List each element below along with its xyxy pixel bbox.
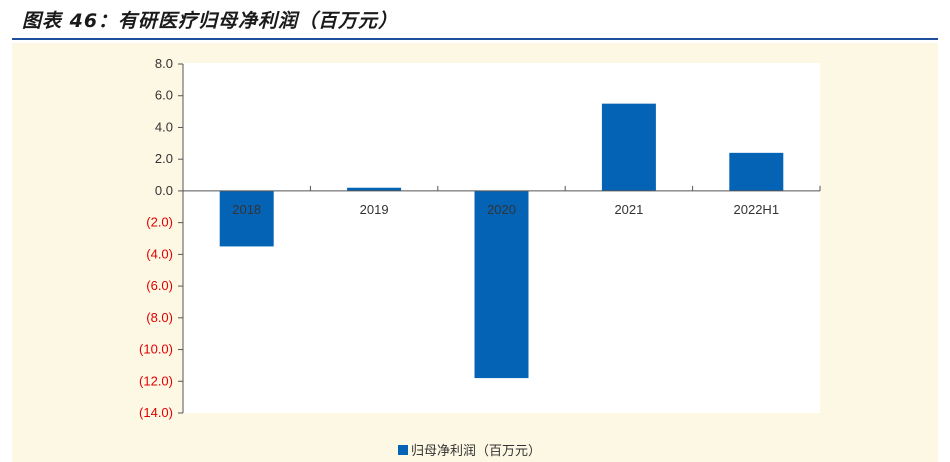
bars	[219, 103, 784, 379]
bar-2020	[474, 190, 529, 379]
y-tick-label: 0.0	[155, 183, 173, 198]
y-tick-label: (14.0)	[139, 405, 173, 420]
legend-swatch	[398, 445, 408, 455]
x-tick-label-2021: 2021	[614, 202, 643, 217]
x-axis	[182, 185, 821, 192]
x-tick-label-2022H1: 2022H1	[734, 202, 780, 217]
y-tick-label: 8.0	[155, 56, 173, 71]
legend: 归母净利润（百万元）	[398, 444, 541, 459]
y-tick-label: (2.0)	[146, 215, 173, 230]
y-tick-label: (12.0)	[139, 373, 173, 388]
y-tick-label: (4.0)	[146, 246, 173, 261]
y-axis: 8.0 6.0 4.0 2.0 0.0 (2.0) (4.0) (6.0) (8.0) (10.0…	[139, 56, 184, 420]
title-bar: 图表 46：有研医疗归母净利润（百万元）	[0, 0, 950, 40]
title-divider	[12, 38, 938, 40]
y-tick-label: (8.0)	[146, 310, 173, 325]
legend-label: 归母净利润（百万元）	[411, 444, 541, 459]
x-tick-label-2020: 2020	[487, 202, 516, 217]
bar-2022H1	[729, 152, 784, 191]
y-tick-label: 2.0	[155, 151, 173, 166]
x-tick-label-2019: 2019	[360, 202, 389, 217]
page-title: 图表 46：有研医疗归母净利润（百万元）	[22, 10, 399, 32]
bar-2021	[601, 103, 656, 191]
y-tick-label: (6.0)	[146, 278, 173, 293]
y-tick-label: 4.0	[155, 119, 173, 134]
bar-2018	[219, 190, 274, 247]
y-tick-label: 6.0	[155, 88, 173, 103]
bar-2019	[347, 187, 402, 191]
y-tick-label: (10.0)	[139, 342, 173, 357]
x-tick-label-2018: 2018	[232, 202, 261, 217]
x-axis-labels: 2018 2019 2020 2021 2022H1	[232, 202, 779, 217]
